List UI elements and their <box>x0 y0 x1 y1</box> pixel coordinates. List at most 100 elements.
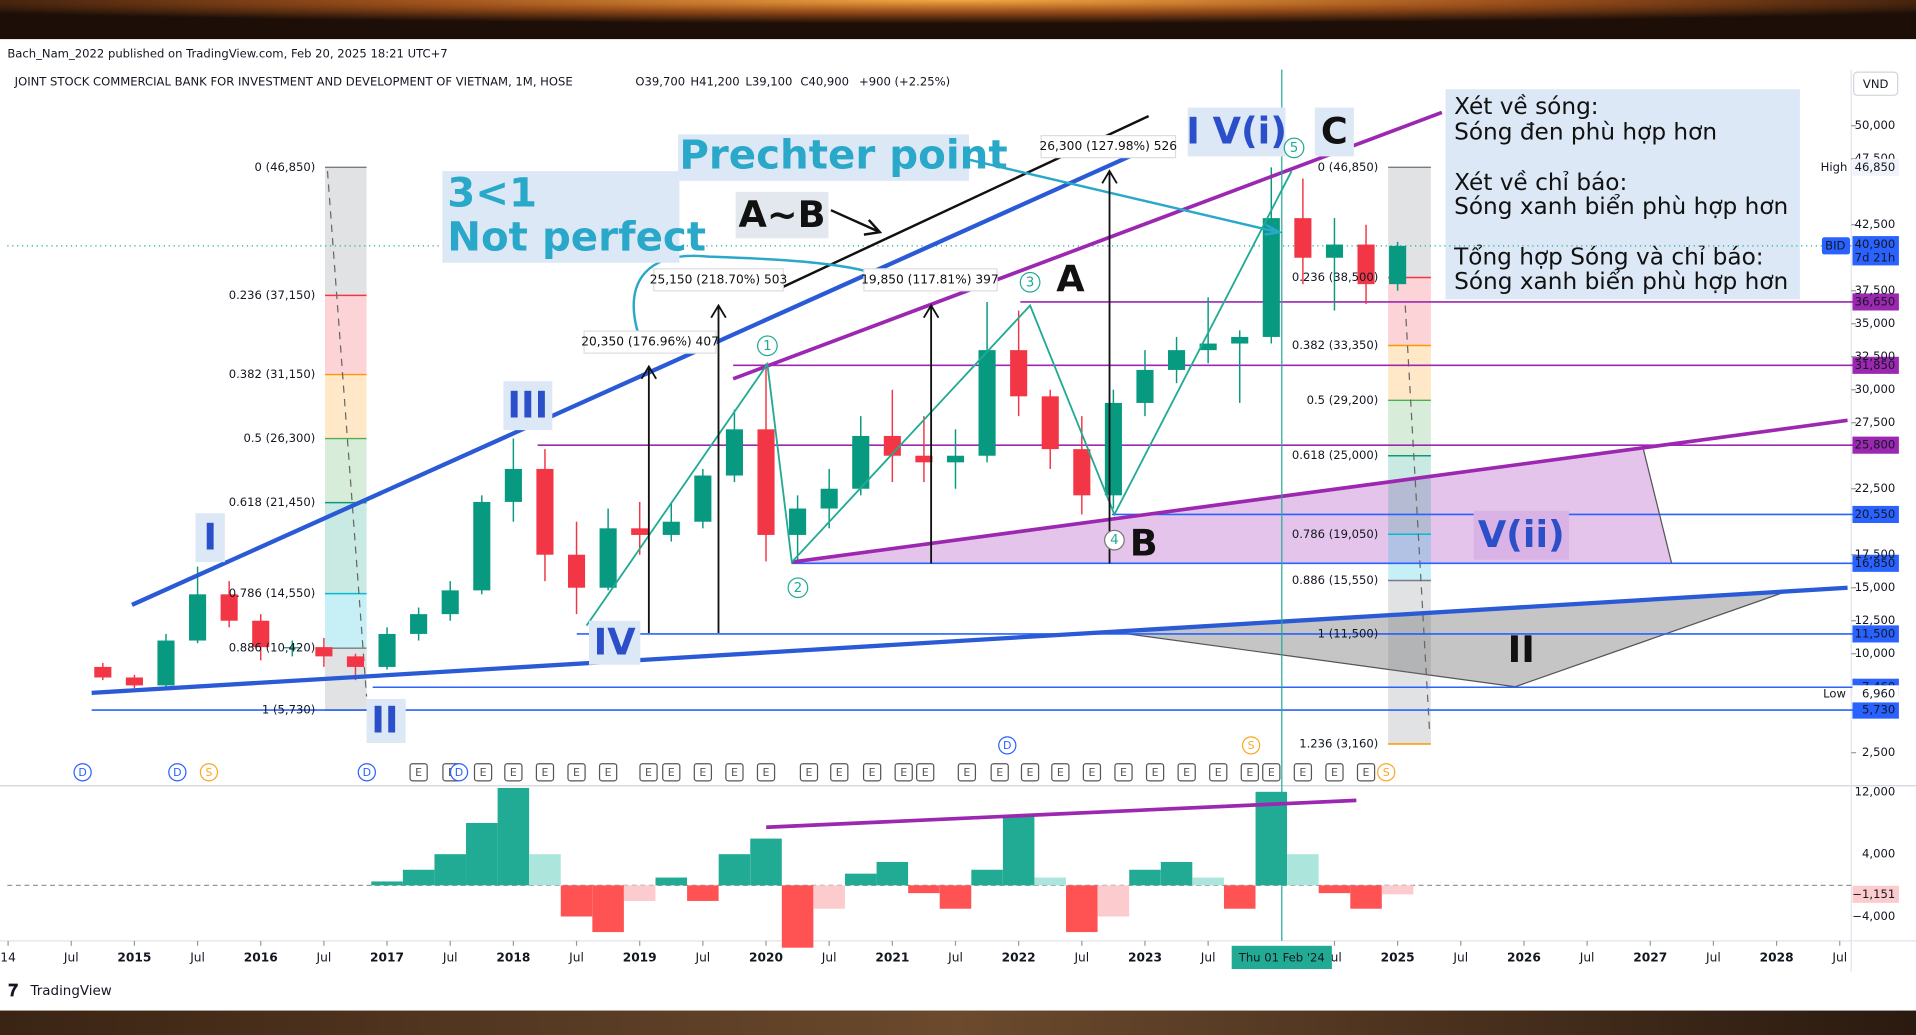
y-tick-label: 32,500 <box>1855 349 1896 363</box>
ab-label: A~B <box>739 193 826 236</box>
event-label: E <box>573 766 580 779</box>
x-tick-label: 2015 <box>117 951 151 965</box>
x-tick-label: Jul <box>63 951 79 965</box>
x-tick-label: 2025 <box>1381 951 1415 965</box>
prechter-label: Prechter point <box>679 132 1007 179</box>
event-label: E <box>922 766 929 779</box>
circled-label: 4 <box>1110 533 1119 548</box>
y-tick-label: 27,500 <box>1855 415 1896 429</box>
label-box <box>366 698 406 743</box>
notes-box <box>1445 89 1800 300</box>
fib-label: 1 (5,730) <box>262 703 315 717</box>
event-label: E <box>805 766 812 779</box>
drawings-back <box>7 89 1855 745</box>
oscillator-bar <box>718 854 751 886</box>
oscillator-bar <box>655 877 688 886</box>
x-tick-label: 2028 <box>1760 951 1794 965</box>
x-tick-label: Jul <box>568 951 584 965</box>
note-line: Xét về sóng: <box>1454 93 1599 120</box>
oscillator-bar <box>876 861 909 886</box>
event-label: E <box>869 766 876 779</box>
oscillator-bar <box>1192 877 1224 886</box>
y-tick-label: 30,000 <box>1855 382 1896 396</box>
x-tick-label: Jul <box>1705 951 1721 965</box>
price-tag <box>1852 554 1899 572</box>
event-label: E <box>541 766 548 779</box>
event-label: E <box>1268 766 1275 779</box>
event-marker <box>567 763 586 782</box>
trend-line <box>91 585 1848 695</box>
trend-line <box>732 110 1443 381</box>
y-tick-label: 12,500 <box>1855 613 1896 627</box>
event-marker <box>756 763 776 782</box>
crosshair-label: Thu 01 Feb '24 <box>1238 951 1325 965</box>
fib-band <box>325 295 367 375</box>
event-label: E <box>1246 766 1253 779</box>
fib-band <box>1388 455 1431 535</box>
x-tick-label: Jul <box>1831 951 1847 965</box>
candle-body <box>315 647 333 657</box>
fib-band <box>1388 534 1431 581</box>
event-marker <box>830 763 849 782</box>
x-tick-label: Jul <box>1579 951 1595 965</box>
event-marker <box>1262 763 1281 782</box>
fib-label: 0.5 (26,300) <box>244 431 316 445</box>
event-marker <box>357 763 377 782</box>
event-marker <box>535 763 555 782</box>
ohlc-value: C40,900 <box>800 74 849 88</box>
candle-body <box>789 508 807 535</box>
osc-tick-label: −4,000 <box>1852 909 1895 923</box>
low-value: 6,960 <box>1862 686 1895 700</box>
event-label: S <box>1248 739 1255 752</box>
event-label: S <box>205 766 212 779</box>
measure-label: 26,300 (127.98%) 526 <box>1040 139 1178 153</box>
note-line: Sóng đen phù hợp hơn <box>1454 119 1717 146</box>
drawings-front <box>91 69 1848 941</box>
event-label: E <box>731 766 738 779</box>
fib-label: 0.382 (33,350) <box>1292 338 1378 352</box>
event-label: E <box>415 766 422 779</box>
y-tick-label: 37,500 <box>1855 283 1896 297</box>
oscillator-bar <box>371 881 403 886</box>
event-marker <box>598 763 618 782</box>
event-label: E <box>1363 766 1370 779</box>
x-tick-label: 2019 <box>623 951 657 965</box>
y-tick-label: 17,500 <box>1855 547 1896 561</box>
event-marker <box>1356 763 1376 782</box>
event-marker <box>725 763 744 782</box>
event-label: E <box>836 766 843 779</box>
candle-body <box>536 468 554 555</box>
candle-body <box>1357 244 1375 285</box>
wave-label: II <box>371 699 398 742</box>
high-name: High <box>1821 160 1848 174</box>
note-label: Not perfect <box>447 214 706 261</box>
fib-label: 0.618 (25,000) <box>1292 448 1378 462</box>
purple-triangle <box>791 449 1672 564</box>
x-tick-label: 2018 <box>496 951 530 965</box>
event-label: D <box>78 766 86 779</box>
curve <box>632 254 881 333</box>
measure-label: 25,150 (218.70%) 503 <box>650 272 788 286</box>
event-marker <box>862 763 882 782</box>
event-marker <box>504 763 523 782</box>
oscillator-bar <box>1223 885 1256 909</box>
price-tag <box>1852 505 1899 524</box>
circle <box>756 335 778 357</box>
price-tag <box>1852 436 1899 454</box>
candle-body <box>473 501 491 591</box>
price-tag-label: 11,500 <box>1855 626 1896 640</box>
event-label: E <box>996 766 1003 779</box>
oscillator-bar <box>844 873 877 886</box>
high-value: 46,850 <box>1855 160 1896 174</box>
fib-label: 0.5 (29,200) <box>1307 393 1379 407</box>
oscillator-bar <box>402 869 435 886</box>
candle-body <box>1041 396 1059 450</box>
price-tag-label: 16,850 <box>1855 556 1896 570</box>
note-line: Sóng xanh biển phù hợp hơn <box>1454 193 1788 220</box>
event-marker <box>998 736 1017 755</box>
event-marker <box>693 763 713 782</box>
price-tag <box>1852 293 1899 311</box>
candle-body <box>1262 218 1280 337</box>
event-label: E <box>699 766 706 779</box>
event-marker <box>1177 763 1196 782</box>
